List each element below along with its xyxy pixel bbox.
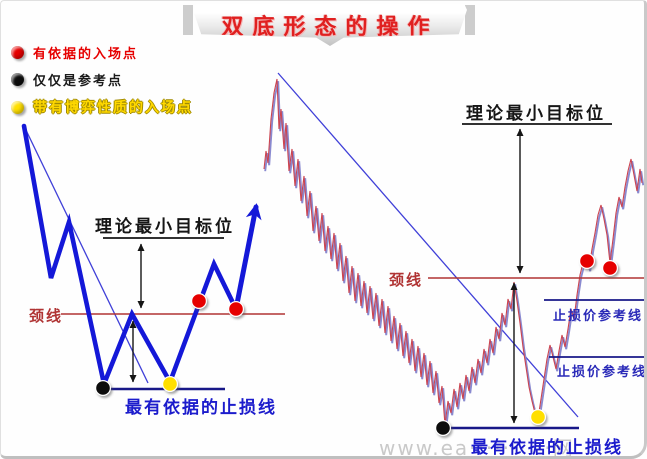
price-line-blue (264, 81, 644, 428)
legend-item-entry-with-basis: 有依据的入场点 (11, 43, 138, 62)
entry-point-dot-red2-left (228, 301, 245, 318)
legend-label: 仅仅是参考点 (33, 74, 124, 89)
reference-point-dot-black-left (94, 380, 111, 397)
stoploss-label-right: 最有依据的止损线 (471, 438, 623, 458)
entry-point-dot-red2-right (601, 260, 618, 277)
legend-label: 带有博弈性质的入场点 (33, 100, 193, 116)
page-title: 双底形态的操作 (221, 15, 439, 40)
banner-ribbon-tail-right (465, 5, 475, 35)
black-dot-icon (11, 73, 24, 86)
breakout-arrow (233, 203, 262, 312)
stoploss-label-left: 最有依据的止损线 (125, 398, 277, 418)
watermark: www.ea··········网 (379, 436, 575, 459)
target-label-right: 理论最小目标位 (466, 104, 606, 124)
stop-reference-label-1: 止损价参考线 (553, 309, 644, 324)
reference-point-dot-black-right (435, 420, 452, 437)
price-line-red (263, 78, 643, 426)
target-label-left: 理论最小目标位 (95, 217, 235, 237)
trendline-left (23, 125, 149, 384)
stop-reference-label-2: 止损价参考线 (557, 365, 647, 380)
legend-item-reference-only: 仅仅是参考点 (11, 70, 123, 89)
speculative-entry-dot-yellow-left (162, 376, 179, 393)
entry-point-dot-red1-right (578, 253, 595, 270)
yellow-dot-icon (11, 100, 24, 114)
red-dot-icon (11, 46, 24, 59)
legend-item-speculative-entry: 带有博弈性质的入场点 (11, 97, 193, 117)
banner-ribbon-tail-left (183, 5, 193, 35)
w-pattern-line (21, 123, 239, 392)
entry-point-dot-red1-left (191, 293, 208, 310)
speculative-entry-dot-yellow-right (529, 409, 546, 426)
neckline-label-right: 颈线 (389, 271, 424, 289)
trendline-right (277, 72, 579, 418)
neckline-label-left: 颈线 (29, 307, 64, 325)
legend-label: 有依据的入场点 (33, 47, 139, 62)
